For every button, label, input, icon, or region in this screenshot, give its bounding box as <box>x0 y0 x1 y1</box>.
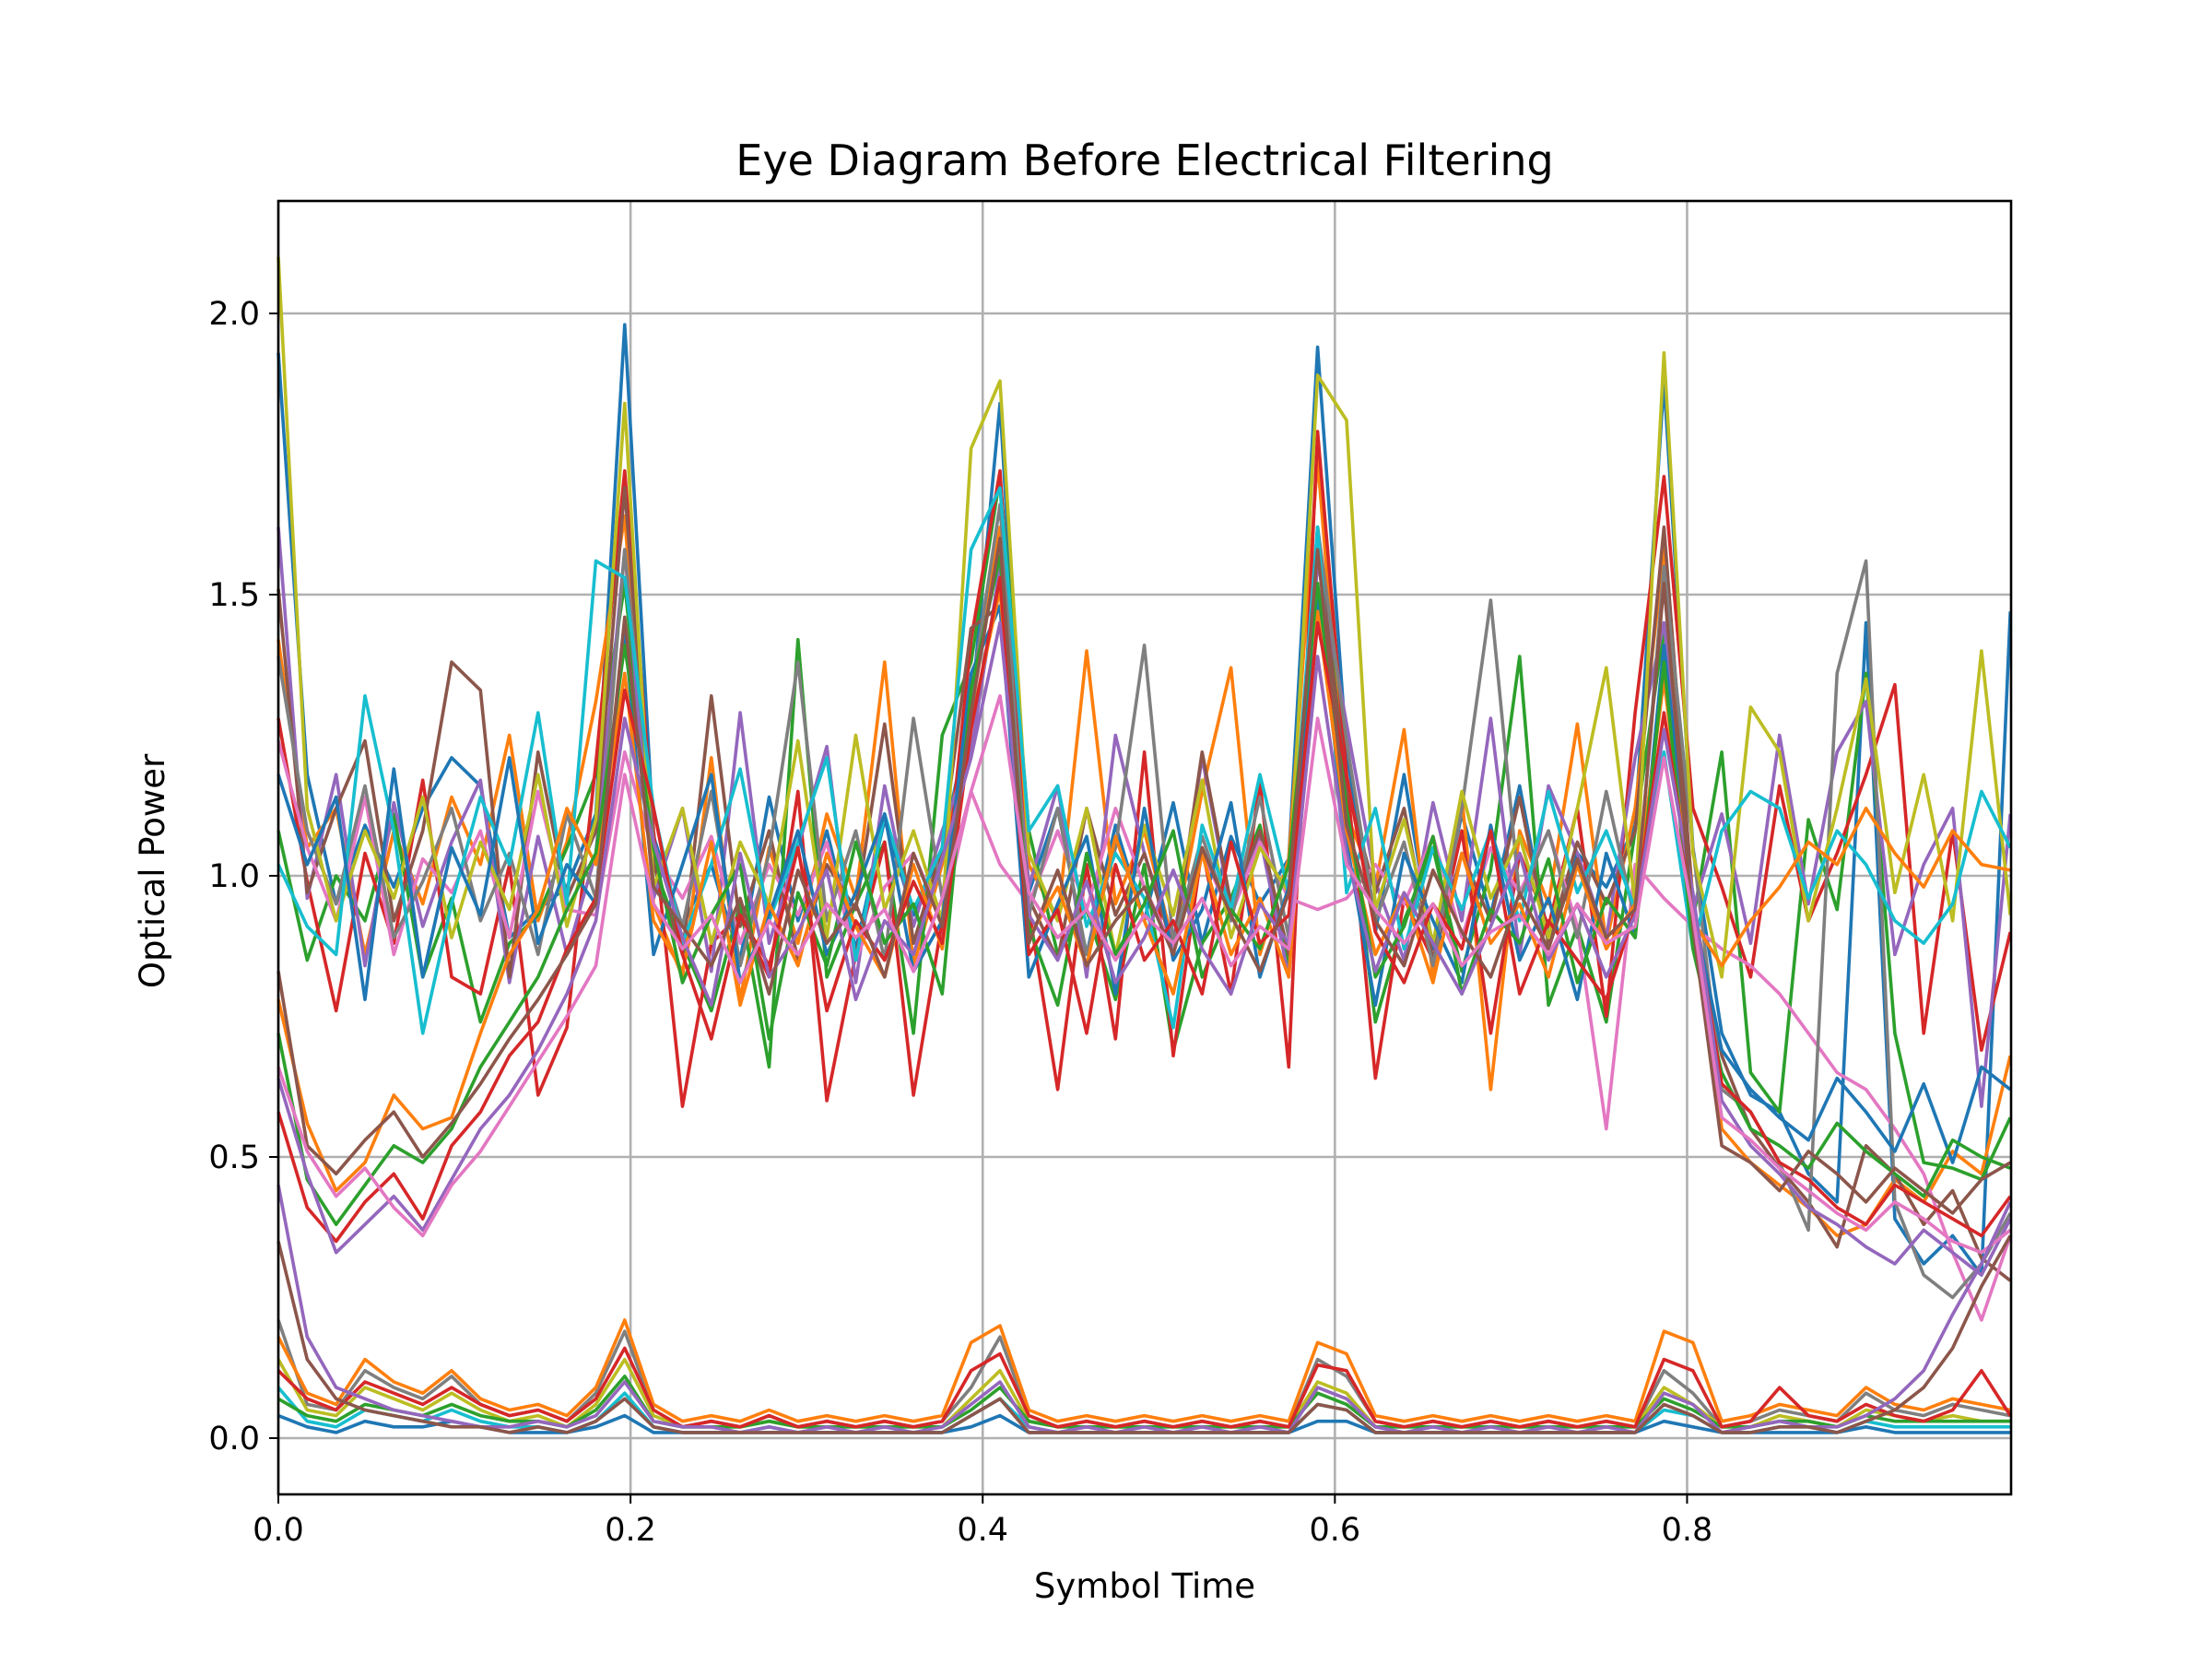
eye-trace-14 <box>276 575 2012 1244</box>
x-tick-label: 0.8 <box>1662 1512 1713 1549</box>
eye-trace-10 <box>276 486 2012 1035</box>
eye-trace-26 <box>276 1234 2012 1434</box>
chart-title: Eye Diagram Before Electrical Filtering <box>735 136 1553 185</box>
eye-trace-1 <box>276 323 2012 1277</box>
plot-frame <box>276 199 2013 1496</box>
eye-trace-9 <box>276 256 2012 979</box>
trace-layer <box>276 256 2012 1434</box>
eye-trace-17 <box>276 693 2012 1255</box>
eye-trace-15 <box>276 620 2012 1277</box>
eye-trace-11 <box>276 598 2012 1164</box>
tick-layer: 0.0 0.2 0.4 0.6 0.8 0.0 0.5 1.0 1.5 2.0 <box>208 296 1712 1549</box>
x-tick-label: 0.2 <box>605 1512 656 1549</box>
eye-trace-13 <box>276 553 2011 1226</box>
y-tick-label: 1.0 <box>208 858 260 895</box>
eye-trace-21 <box>277 1413 2011 1434</box>
eye-trace-24 <box>276 1346 2012 1429</box>
eye-trace-12 <box>276 587 2011 1193</box>
x-tick-label: 0.4 <box>957 1512 1008 1549</box>
y-tick-label: 0.5 <box>208 1139 260 1176</box>
eye-trace-4 <box>276 430 2012 1108</box>
y-axis-label: Optical Power <box>133 753 172 988</box>
y-tick-label: 0.0 <box>208 1421 260 1457</box>
eye-trace-16 <box>276 537 2012 1215</box>
grid-layer <box>276 201 2011 1494</box>
x-axis-label: Symbol Time <box>1034 1566 1255 1606</box>
x-tick-label: 0.0 <box>253 1512 304 1549</box>
eye-trace-22 <box>276 1318 2011 1423</box>
y-tick-label: 2.0 <box>208 296 260 333</box>
x-tick-label: 0.6 <box>1310 1512 1361 1549</box>
eye-trace-25 <box>276 1185 2012 1434</box>
y-tick-label: 1.5 <box>208 577 260 614</box>
eye-trace-3 <box>276 475 2012 1182</box>
